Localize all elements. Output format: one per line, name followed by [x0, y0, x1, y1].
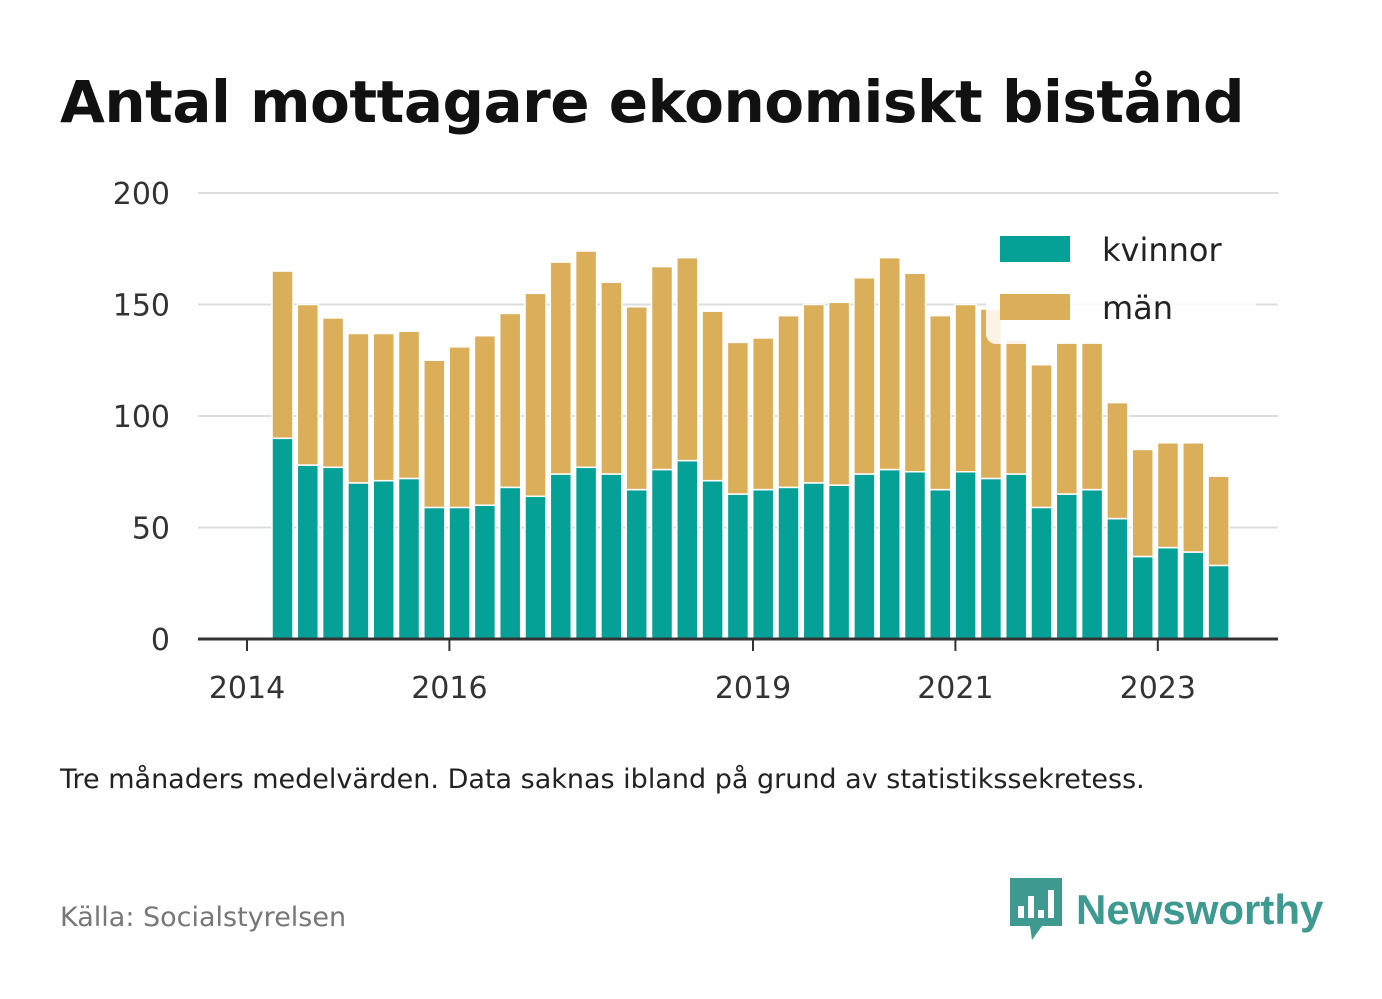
bar-man: [903, 272, 927, 473]
bar-man: [296, 303, 320, 466]
bar-kvinnor: [1055, 493, 1079, 640]
bar-kvinnor: [1080, 488, 1104, 640]
bar-kvinnor: [751, 488, 775, 640]
bar-man: [498, 312, 522, 489]
bar-kvinnor: [397, 477, 421, 640]
x-tick-label: 2019: [715, 671, 791, 706]
bar-man: [827, 301, 851, 486]
bar-kvinnor: [701, 479, 724, 640]
bar-kvinnor: [853, 473, 876, 640]
bar-kvinnor: [1207, 564, 1230, 640]
y-tick-label: 150: [113, 289, 170, 324]
bar-kvinnor: [1131, 555, 1154, 640]
bar-kvinnor: [473, 504, 497, 640]
brand-name: Newsworthy: [1076, 886, 1324, 933]
bar-man: [1207, 475, 1230, 567]
bar-man: [726, 341, 750, 495]
bar-man: [1030, 363, 1053, 509]
bar-man: [1182, 442, 1205, 553]
bar-man: [321, 317, 345, 469]
bar-kvinnor: [929, 488, 952, 640]
bar-kvinnor: [549, 473, 573, 640]
bar-man: [549, 261, 573, 475]
x-tick-label: 2016: [411, 671, 487, 706]
bar-kvinnor: [524, 495, 547, 640]
y-axis-tick-labels: 0 50 100 150 200: [113, 177, 170, 658]
bar-man: [1106, 401, 1129, 520]
bar-kvinnor: [827, 484, 851, 640]
x-tick-label: 2014: [209, 671, 285, 706]
bar-kvinnor: [878, 468, 901, 640]
x-axis-ticks: 2014 2016 2019 2021 2023: [209, 639, 1196, 706]
bar-kvinnor: [574, 466, 598, 640]
bar-kvinnor: [802, 482, 826, 640]
bar-man: [954, 303, 977, 473]
y-tick-label: 0: [151, 623, 170, 658]
bar-man: [802, 303, 826, 484]
legend: kvinnor män: [986, 222, 1256, 344]
bar-man: [600, 281, 623, 475]
bar-man: [574, 250, 598, 469]
legend-swatch: [1000, 294, 1070, 320]
bar-man: [878, 256, 901, 471]
bar-kvinnor: [296, 464, 320, 640]
newsworthy-bar-chart-bubble-icon: [1010, 878, 1062, 940]
bar-kvinnor: [372, 479, 395, 640]
bar-kvinnor: [903, 471, 927, 640]
bar-kvinnor: [1106, 517, 1129, 640]
bar-man: [1080, 341, 1104, 491]
bar-man: [372, 332, 395, 482]
bar-man: [473, 334, 497, 506]
bar-kvinnor: [600, 473, 623, 640]
legend-label: män: [1102, 289, 1173, 327]
bar-kvinnor: [954, 471, 977, 640]
bar-man: [777, 314, 800, 489]
x-tick-label: 2023: [1120, 671, 1196, 706]
bar-man: [929, 314, 952, 491]
bar-kvinnor: [271, 437, 294, 640]
bar-kvinnor: [777, 486, 800, 640]
bar-kvinnor: [347, 482, 370, 640]
bar-man: [701, 310, 724, 482]
x-tick-label: 2021: [917, 671, 993, 706]
bar-man: [1156, 442, 1180, 549]
legend-label: kvinnor: [1102, 231, 1223, 269]
y-tick-label: 200: [113, 177, 170, 212]
bar-kvinnor: [650, 468, 674, 640]
chart-title: Antal mottagare ekonomiskt bistånd: [60, 68, 1245, 136]
bar-kvinnor: [625, 488, 648, 640]
bar-kvinnor: [676, 459, 699, 640]
bar-man: [751, 337, 775, 491]
bar-man: [1004, 339, 1028, 475]
bar-kvinnor: [1004, 473, 1028, 640]
source-label: Källa: Socialstyrelsen: [60, 902, 347, 933]
legend-swatch: [1000, 236, 1070, 262]
y-tick-label: 100: [113, 400, 170, 435]
bar-kvinnor: [448, 506, 471, 640]
bar-kvinnor: [979, 477, 1003, 640]
bar-man: [423, 359, 446, 509]
bar-kvinnor: [498, 486, 522, 640]
y-tick-label: 50: [132, 512, 170, 547]
bar-kvinnor: [423, 506, 446, 640]
bar-man: [650, 265, 674, 471]
bar-kvinnor: [321, 466, 345, 640]
bar-man: [853, 276, 876, 475]
bar-man: [1131, 448, 1154, 558]
chart-note: Tre månaders medelvärden. Data saknas ib…: [60, 764, 1145, 795]
bar-kvinnor: [1182, 551, 1205, 640]
bar-man: [397, 330, 421, 480]
bar-man: [524, 292, 547, 498]
bar-kvinnor: [1156, 546, 1180, 640]
bar-man: [448, 346, 471, 509]
bar-man: [271, 270, 294, 440]
bar-man: [625, 305, 648, 491]
bar-man: [676, 256, 699, 462]
stacked-bar-chart: 0 50 100 150 200 2014 2016 2019 2021 2023 kvinno…: [113, 177, 1278, 706]
bar-man: [347, 332, 370, 484]
bar-man: [1055, 341, 1079, 495]
bar-kvinnor: [1030, 506, 1053, 640]
bar-kvinnor: [726, 493, 750, 640]
newsworthy-logo[interactable]: Newsworthy: [1010, 878, 1323, 942]
